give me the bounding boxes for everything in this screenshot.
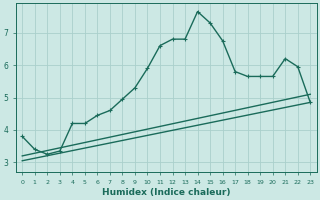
X-axis label: Humidex (Indice chaleur): Humidex (Indice chaleur) xyxy=(102,188,230,197)
